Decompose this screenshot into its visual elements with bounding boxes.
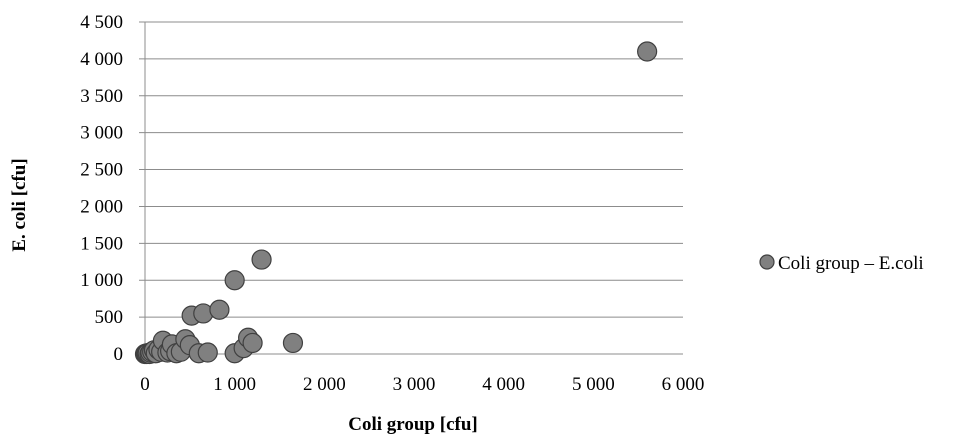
data-point — [224, 270, 245, 291]
y-tick-label: 2 000 — [80, 196, 123, 217]
x-tick-label: 4 000 — [482, 374, 525, 395]
y-tick-label: 500 — [95, 307, 124, 328]
data-point — [282, 332, 304, 354]
y-tick-label: 1 000 — [80, 270, 123, 291]
data-point — [242, 332, 263, 354]
y-axis-title: E. coli [cfu] — [9, 158, 30, 251]
y-tick-label: 4 000 — [80, 49, 123, 70]
y-tick-label: 3 000 — [80, 123, 123, 144]
tick-labels: 0 500 1 000 1 500 2 000 2 500 3 000 3 500 4 000 4… — [80, 12, 704, 395]
legend: Coli group – E.coli — [759, 253, 924, 274]
data-point — [251, 249, 272, 270]
x-tick-label: 2 000 — [303, 374, 346, 395]
legend-entry-label: Coli group – E.coli — [778, 253, 924, 274]
x-tick-label: 3 000 — [393, 374, 436, 395]
x-tick-label: 5 000 — [572, 374, 615, 395]
legend-marker — [759, 254, 775, 270]
y-tick-label: 0 — [114, 344, 124, 365]
y-tick-label: 4 500 — [80, 12, 123, 33]
x-tick-label: 6 000 — [662, 374, 705, 395]
y-tick-label: 3 500 — [80, 86, 123, 107]
data-point — [637, 41, 658, 62]
data-point — [209, 299, 230, 320]
x-tick-label: 0 — [140, 374, 150, 395]
y-tick-label: 2 500 — [80, 160, 123, 181]
x-tick-label: 1 000 — [213, 374, 256, 395]
data-point — [197, 342, 218, 363]
data-points — [134, 41, 658, 365]
y-tick-label: 1 500 — [80, 233, 123, 254]
x-axis-title: Coli group [cfu] — [348, 414, 477, 435]
